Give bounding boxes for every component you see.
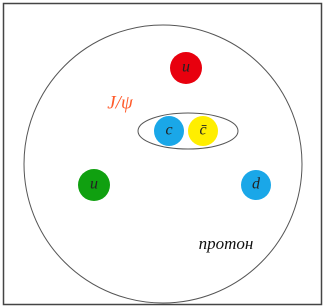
- frame: [4, 4, 322, 305]
- quark-label: d: [252, 176, 261, 193]
- quark-label: c: [165, 122, 172, 139]
- particle-label: протон: [199, 234, 254, 253]
- meson-label: J/ψ: [107, 92, 134, 113]
- diagram: u c c̄ u d J/ψ протон: [0, 0, 325, 308]
- quark-label: u: [90, 176, 98, 193]
- quark-label: c̄: [199, 122, 206, 139]
- quark-label: u: [182, 59, 190, 76]
